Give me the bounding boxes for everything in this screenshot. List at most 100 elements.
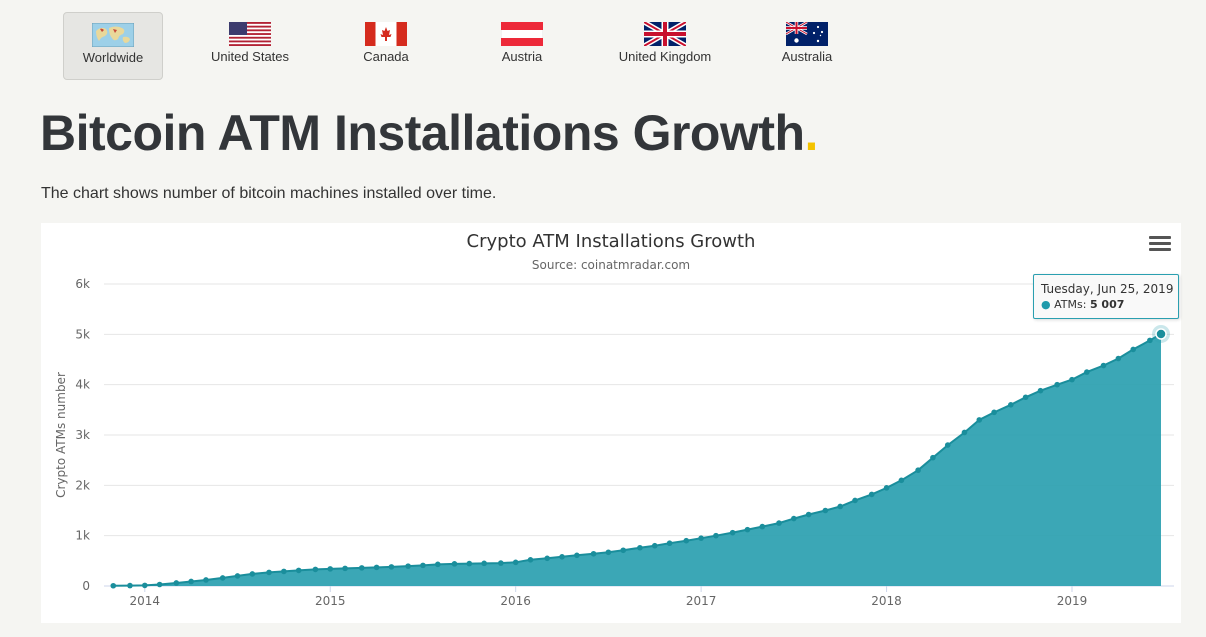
data-point[interactable] [744,526,751,533]
data-point[interactable] [651,542,658,549]
data-point[interactable] [1084,369,1090,375]
data-point[interactable] [791,515,797,522]
data-point[interactable] [590,550,597,557]
data-point[interactable] [512,559,519,566]
data-point[interactable] [388,564,395,570]
x-axis-ticks: 2014 2015 2016 2017 2018 2019 [130,586,1087,608]
data-point[interactable] [991,409,997,416]
data-point[interactable] [1054,381,1060,388]
y-tick-label: 0 [82,579,90,593]
data-point[interactable] [234,573,241,579]
tab-worldwide[interactable]: Worldwide [63,12,163,80]
data-point[interactable] [574,552,580,559]
data-point[interactable] [249,571,256,577]
data-point[interactable] [358,565,365,571]
globe-flag-icon [92,23,134,47]
data-point[interactable] [976,417,983,423]
australia-flag-icon [786,22,828,46]
chart-card: Crypto ATM Installations Growth Source: … [41,223,1181,623]
y-tick-label: 5k [75,327,90,341]
chart-tooltip: Tuesday, Jun 25, 2019 ● ATMs: 5 007 [1033,274,1179,319]
data-point[interactable] [127,582,133,589]
data-point[interactable] [776,520,782,526]
data-point[interactable] [683,537,690,544]
data-point[interactable] [805,511,812,518]
data-point[interactable] [544,555,551,562]
data-point[interactable] [434,561,441,568]
data-point[interactable] [620,547,627,554]
x-tick-label: 2017 [686,594,717,608]
tab-label: United States [210,49,290,64]
data-point[interactable] [281,568,287,575]
data-point[interactable] [837,503,844,510]
data-point[interactable] [527,557,534,563]
us-flag-icon [229,22,271,46]
data-point[interactable] [559,554,565,560]
data-point[interactable] [173,580,180,586]
data-point[interactable] [713,532,719,539]
data-point[interactable] [898,477,905,484]
chart-menu-button[interactable] [1149,236,1171,256]
data-point[interactable] [219,575,226,581]
page-title-text: Bitcoin ATM Installations Growth [40,105,805,161]
tab-united-kingdom[interactable]: United Kingdom [614,12,716,80]
data-point[interactable] [698,535,704,541]
x-tick-label: 2018 [871,594,902,608]
data-point[interactable] [156,581,163,588]
data-point[interactable] [1100,362,1107,369]
tooltip-series-name: ATMs [1054,298,1083,311]
tab-australia[interactable]: Australia [757,12,857,80]
data-point[interactable] [605,549,612,556]
data-point[interactable] [915,467,921,474]
data-point[interactable] [930,454,936,461]
data-point[interactable] [822,507,829,514]
page-title: Bitcoin ATM Installations Growth. [40,104,818,162]
data-point[interactable] [342,565,348,572]
data-point[interactable] [481,560,487,567]
data-point[interactable] [327,566,334,572]
title-accent-dot: . [804,105,819,161]
data-point[interactable] [203,577,209,583]
tab-label: Australia [781,49,833,64]
data-point[interactable] [266,569,272,576]
data-point[interactable] [759,523,766,530]
tooltip-date: Tuesday, Jun 25, 2019 [1041,282,1174,296]
tab-canada[interactable]: Canada [336,12,436,80]
data-point[interactable] [405,563,411,569]
data-point[interactable] [373,564,380,571]
data-point[interactable] [1069,376,1075,383]
y-tick-label: 3k [75,428,90,442]
data-point[interactable] [451,561,458,567]
data-point[interactable] [312,566,319,573]
x-tick-label: 2014 [130,594,161,608]
tab-label: Canada [363,49,409,64]
data-point[interactable] [1037,387,1044,394]
data-point[interactable] [1147,337,1153,344]
data-point[interactable] [729,529,736,536]
data-point[interactable] [466,560,473,567]
data-point[interactable] [141,582,148,589]
data-point[interactable] [498,560,504,566]
data-point[interactable] [188,578,194,585]
data-point-hovered[interactable] [1155,328,1167,340]
data-point[interactable] [420,562,426,569]
data-point[interactable] [1115,355,1122,362]
tooltip-series-dot: ● [1041,298,1051,311]
data-point[interactable] [295,567,302,574]
data-point[interactable] [961,429,968,436]
data-point[interactable] [868,491,875,498]
austria-flag-icon [501,22,543,46]
data-point[interactable] [666,540,673,547]
data-point[interactable] [637,544,643,551]
tab-united-states[interactable]: United States [200,12,300,80]
data-point[interactable] [1008,402,1014,408]
data-point[interactable] [1022,394,1029,401]
data-point[interactable] [110,582,117,589]
data-point[interactable] [1130,346,1137,353]
data-point[interactable] [852,497,858,504]
uk-flag-icon [644,22,686,46]
data-point[interactable] [883,485,890,491]
tab-austria[interactable]: Austria [472,12,572,80]
data-point[interactable] [944,442,951,448]
tab-label: Austria [501,49,543,64]
